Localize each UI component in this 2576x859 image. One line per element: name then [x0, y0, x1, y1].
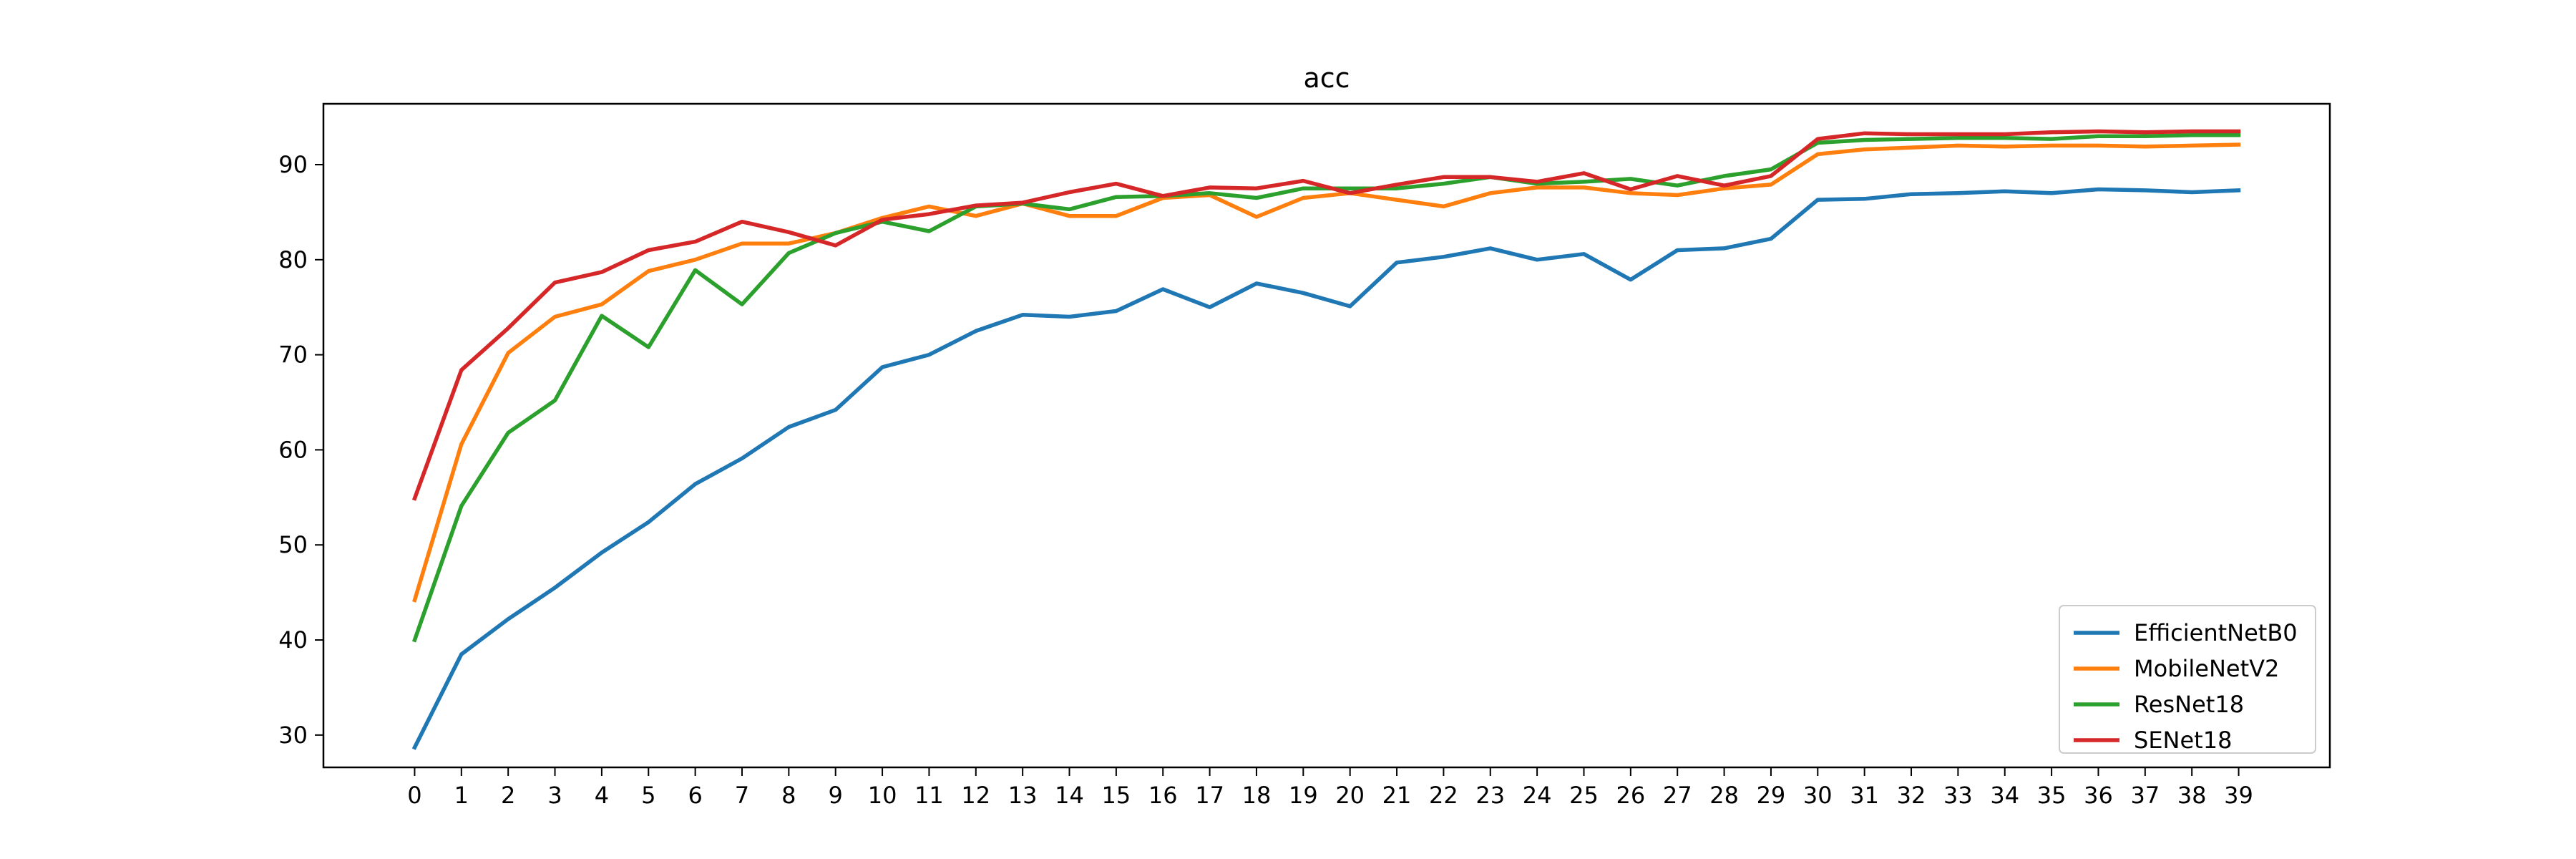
x-tick-label: 30	[1803, 782, 1833, 809]
x-tick-label: 28	[1709, 782, 1739, 809]
x-tick-label: 5	[641, 782, 655, 809]
x-tick-label: 29	[1757, 782, 1786, 809]
x-axis: 0 1 2 3 4 5 6 7 8 9 10 11 12 13 14 15 16 17 18 19 20 21 22 23 24…	[407, 767, 2253, 809]
x-tick-label: 2	[501, 782, 515, 809]
y-tick-label: 80	[278, 246, 308, 273]
x-tick-label: 31	[1850, 782, 1879, 809]
y-tick-label: 70	[278, 341, 308, 369]
x-tick-label: 4	[595, 782, 609, 809]
plot-frame	[322, 102, 2331, 769]
series-line-efficientnetb0	[411, 187, 2241, 750]
x-tick-label: 22	[1429, 782, 1458, 809]
x-tick-label: 7	[735, 782, 749, 809]
x-tick-label: 17	[1195, 782, 1224, 809]
legend-label-senet18: SENet18	[2134, 727, 2232, 754]
x-tick-label: 32	[1897, 782, 1926, 809]
x-tick-label: 1	[454, 782, 469, 809]
legend: EfficientNetB0 MobileNetV2 ResNet18 SENet18	[2059, 605, 2316, 754]
x-tick-label: 3	[547, 782, 562, 809]
x-tick-label: 8	[781, 782, 796, 809]
x-tick-label: 0	[407, 782, 421, 809]
x-tick-label: 6	[688, 782, 702, 809]
x-tick-label: 38	[2177, 782, 2207, 809]
x-tick-label: 9	[829, 782, 843, 809]
chart-title: acc	[1303, 62, 1350, 94]
x-tick-label: 13	[1008, 782, 1038, 809]
legend-box	[2059, 605, 2316, 754]
x-tick-label: 11	[914, 782, 944, 809]
x-tick-label: 16	[1148, 782, 1178, 809]
x-tick-label: 10	[868, 782, 897, 809]
x-tick-label: 18	[1242, 782, 1272, 809]
x-tick-label: 33	[1943, 782, 1973, 809]
x-tick-label: 14	[1055, 782, 1084, 809]
x-tick-label: 26	[1616, 782, 1645, 809]
y-tick-label: 30	[278, 722, 308, 749]
x-tick-label: 37	[2130, 782, 2160, 809]
y-tick-label: 40	[278, 626, 308, 654]
x-tick-label: 21	[1382, 782, 1412, 809]
x-tick-label: 34	[1990, 782, 2019, 809]
x-tick-label: 15	[1102, 782, 1131, 809]
x-tick-label: 23	[1475, 782, 1505, 809]
legend-label-mobilenetv2: MobileNetV2	[2134, 655, 2279, 682]
series-layer	[411, 129, 2241, 750]
series-line-mobilenetv2	[412, 142, 2241, 603]
x-tick-label: 19	[1289, 782, 1318, 809]
x-tick-label: 36	[2084, 782, 2113, 809]
series-line-senet18	[411, 129, 2241, 501]
x-tick-label: 20	[1335, 782, 1365, 809]
legend-label-resnet18: ResNet18	[2134, 691, 2244, 718]
x-tick-label: 25	[1569, 782, 1599, 809]
y-axis: 30 40 50 60 70 80 90	[278, 151, 323, 749]
x-tick-label: 24	[1523, 782, 1552, 809]
y-tick-label: 50	[278, 531, 308, 558]
x-tick-label: 35	[2037, 782, 2067, 809]
x-tick-label: 27	[1663, 782, 1692, 809]
y-tick-label: 60	[278, 436, 308, 463]
legend-label-efficientnetb0: EfficientNetB0	[2134, 619, 2298, 646]
y-tick-label: 90	[278, 151, 308, 178]
x-tick-label: 39	[2224, 782, 2253, 809]
x-tick-label: 12	[961, 782, 990, 809]
